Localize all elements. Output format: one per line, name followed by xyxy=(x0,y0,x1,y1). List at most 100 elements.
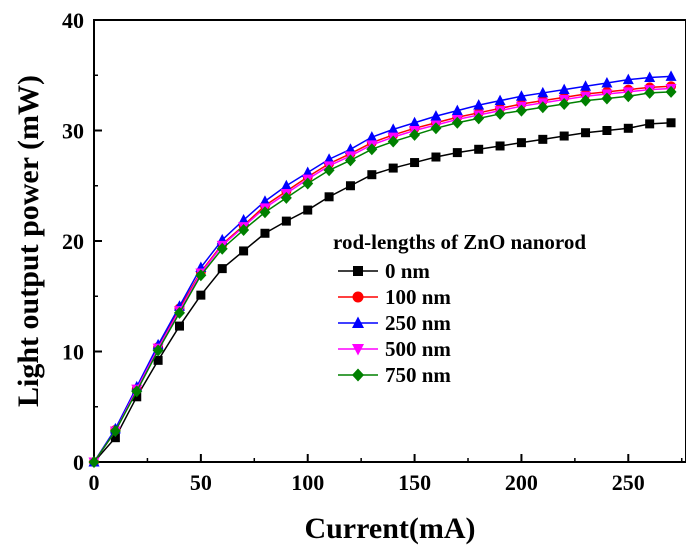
data-point xyxy=(494,94,506,106)
y-tick-label: 0 xyxy=(73,450,84,475)
x-tick-label: 150 xyxy=(398,470,431,495)
data-point xyxy=(515,104,527,117)
data-point xyxy=(324,192,334,202)
legend-marker xyxy=(352,291,364,303)
legend-label: 500 nm xyxy=(385,337,451,361)
data-point xyxy=(217,264,227,274)
data-point xyxy=(665,70,677,81)
data-point xyxy=(259,206,271,219)
data-point xyxy=(558,97,570,110)
legend-item: 750 nm xyxy=(338,363,451,387)
data-point xyxy=(195,269,207,282)
x-tick-label: 200 xyxy=(505,470,538,495)
data-point xyxy=(622,90,634,103)
data-point xyxy=(88,456,100,468)
data-point xyxy=(302,166,314,177)
y-axis-title: Light output power (mW) xyxy=(12,75,45,407)
y-tick-label: 20 xyxy=(62,229,84,254)
legend-item: 0 nm xyxy=(338,259,430,283)
data-point xyxy=(259,195,271,206)
data-point xyxy=(580,80,592,91)
data-point xyxy=(537,86,549,98)
data-point xyxy=(238,223,250,236)
data-point xyxy=(665,85,677,98)
data-point xyxy=(666,118,676,128)
data-point xyxy=(260,228,270,238)
legend-label: 0 nm xyxy=(385,259,430,283)
data-point xyxy=(216,242,228,255)
x-tick-label: 50 xyxy=(190,470,212,495)
legend-marker xyxy=(353,266,363,276)
legend-label: 100 nm xyxy=(385,285,451,309)
data-point xyxy=(538,134,548,144)
legend-title: rod-lengths of ZnO nanorod xyxy=(333,230,586,254)
series-line xyxy=(93,87,672,463)
data-point xyxy=(559,131,569,141)
data-point xyxy=(173,306,185,319)
data-point xyxy=(110,433,120,443)
data-point xyxy=(622,73,634,85)
series-line xyxy=(93,91,672,463)
series-750-nm xyxy=(88,85,677,468)
series-line xyxy=(93,75,672,463)
y-tick-label: 30 xyxy=(62,119,84,144)
data-point xyxy=(558,83,570,95)
data-point xyxy=(344,143,356,154)
data-point xyxy=(451,104,463,116)
series-layer xyxy=(88,70,677,468)
legend-marker xyxy=(352,344,364,356)
data-point xyxy=(580,94,592,107)
data-point xyxy=(323,153,335,164)
data-point xyxy=(303,205,313,215)
data-point xyxy=(430,110,442,121)
data-point xyxy=(109,425,121,438)
legend-marker xyxy=(352,316,364,328)
legend-marker xyxy=(352,368,364,382)
data-point xyxy=(367,170,377,180)
x-tick-label: 0 xyxy=(89,470,100,495)
data-point xyxy=(410,158,420,168)
data-point xyxy=(601,92,613,105)
data-point xyxy=(345,181,355,191)
data-point xyxy=(581,128,591,138)
x-axis: 0 50 100 150 200 250 xyxy=(89,454,683,495)
x-tick-label: 100 xyxy=(291,470,324,495)
data-point xyxy=(452,148,462,158)
x-axis-title: Current(mA) xyxy=(304,512,475,545)
data-point xyxy=(409,116,421,128)
data-point xyxy=(344,154,356,167)
data-point xyxy=(473,99,485,110)
series-100-nm xyxy=(89,81,677,467)
legend-label: 750 nm xyxy=(385,363,451,387)
data-point xyxy=(196,290,206,300)
data-point xyxy=(239,246,249,256)
data-point xyxy=(601,76,613,88)
data-point xyxy=(537,101,549,114)
y-tick-label: 10 xyxy=(62,340,84,365)
series-line xyxy=(93,122,672,463)
data-point xyxy=(494,107,506,120)
data-point xyxy=(430,122,442,135)
data-point xyxy=(302,177,314,190)
data-point xyxy=(515,90,527,101)
data-point xyxy=(152,344,164,357)
data-point xyxy=(387,135,399,148)
series-line xyxy=(93,85,672,463)
data-point xyxy=(280,179,292,191)
data-point xyxy=(644,71,656,82)
legend-item: 500 nm xyxy=(338,337,451,361)
legend-label: 250 nm xyxy=(385,311,451,335)
data-point xyxy=(451,116,463,129)
y-tick-label: 40 xyxy=(62,8,84,33)
legend-item: 250 nm xyxy=(338,311,451,335)
data-point xyxy=(323,164,335,177)
data-point xyxy=(623,123,633,133)
series-500-nm xyxy=(88,84,677,468)
data-point xyxy=(280,191,292,204)
legend-item: 100 nm xyxy=(338,285,451,309)
data-point xyxy=(388,163,398,173)
data-point xyxy=(644,86,656,99)
series-0-nm xyxy=(89,118,676,467)
